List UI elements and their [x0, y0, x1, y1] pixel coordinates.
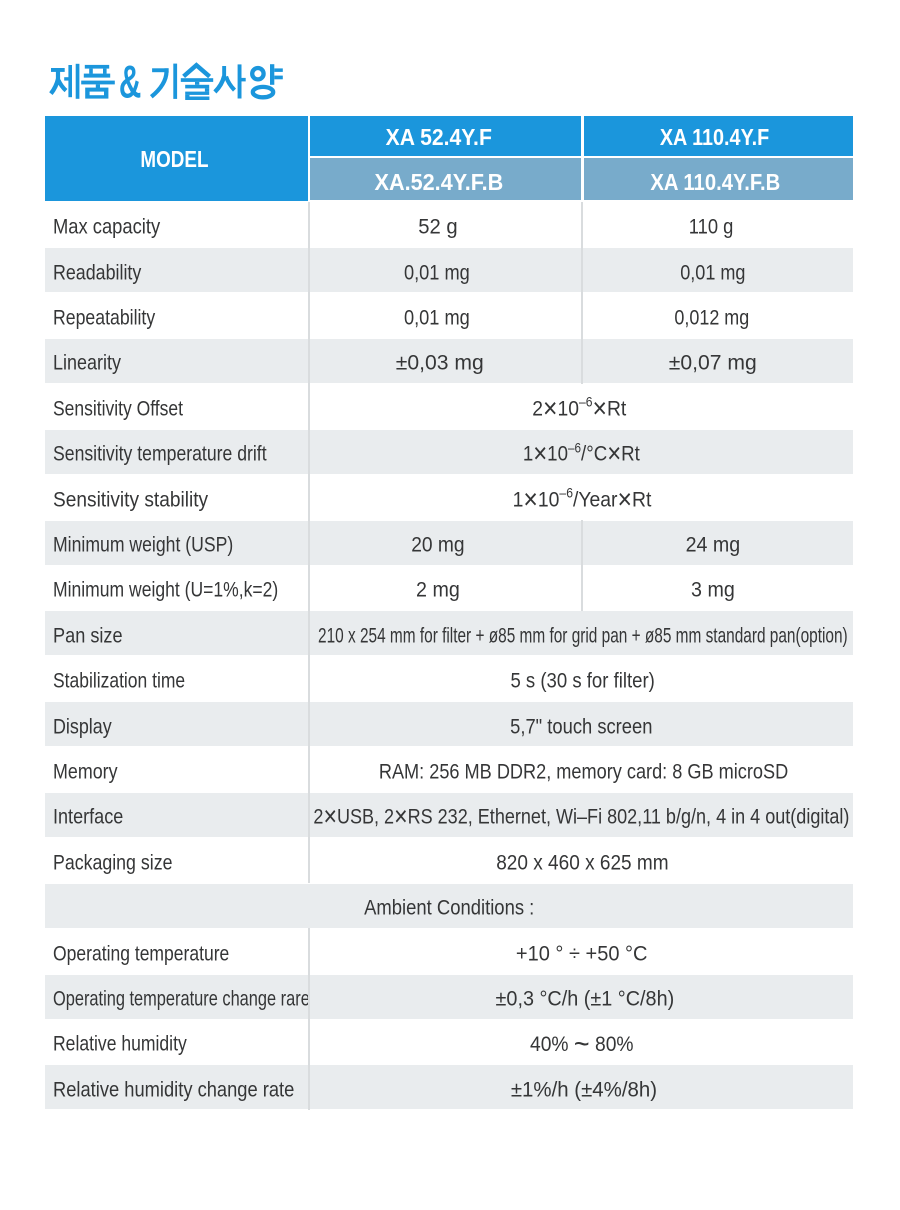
svg-text:&: & — [119, 56, 141, 108]
